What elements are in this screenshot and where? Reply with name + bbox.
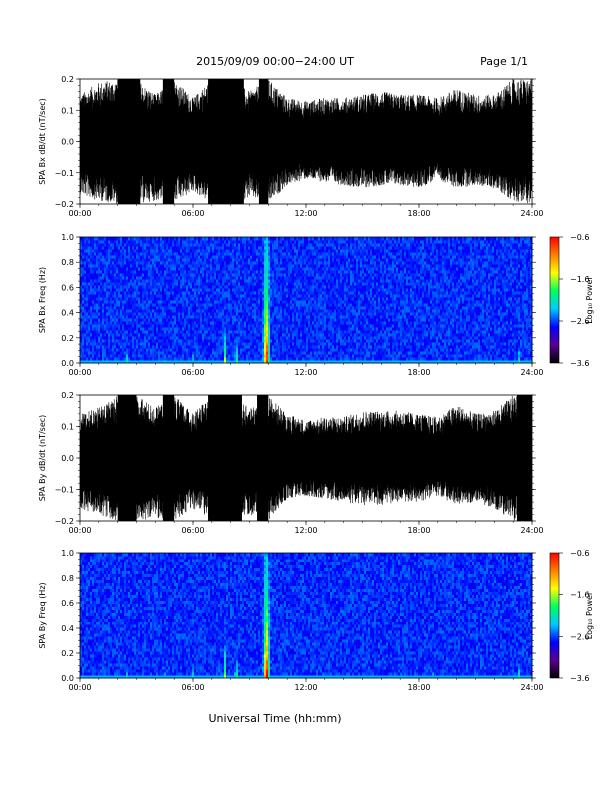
plot-panels: 0.20.10.0−0.1−0.200:00 06:00 12:00 18:00 24:… bbox=[38, 75, 594, 692]
y-tick-label: 0.6 bbox=[61, 283, 74, 292]
colorbar-label: Log₁₀ Power bbox=[585, 276, 594, 324]
y-tick-label: −0.1 bbox=[55, 486, 74, 495]
y-tick-label: 0.8 bbox=[61, 574, 74, 583]
x-tick-label: 24:00 bbox=[520, 526, 543, 535]
saturated-interval bbox=[208, 395, 242, 521]
x-tick-label: 24:00 bbox=[520, 683, 543, 692]
colorbar bbox=[549, 236, 560, 364]
colorbar-tick-label: −3.6 bbox=[570, 359, 589, 368]
saturated-interval bbox=[516, 395, 532, 521]
y-tick-label: −0.1 bbox=[55, 169, 74, 178]
x-tick-label: 12:00 bbox=[294, 683, 317, 692]
y-tick-label: 0.2 bbox=[61, 334, 74, 343]
waveform-panel: 0.2 0.1 0.0 −0.1 −0.200:00 06:00 12:00 18:00 24:… bbox=[38, 391, 544, 535]
x-tick-label: 00:00 bbox=[68, 368, 91, 377]
x-tick-label: 18:00 bbox=[407, 526, 430, 535]
saturated-interval bbox=[208, 79, 244, 204]
y-tick-label: 0.1 bbox=[61, 106, 74, 115]
colorbar-tick-label: −1.6 bbox=[570, 275, 589, 284]
spectrogram-panel: −0.6 −1.6 −2.6 −3.6 Log₁₀ Power 1.0 0.8 0.6 0.4 0… bbox=[38, 233, 594, 377]
saturated-interval bbox=[258, 79, 269, 204]
y-tick-label: 0.0 bbox=[61, 359, 74, 368]
y-tick-label: 0.2 bbox=[61, 391, 74, 400]
x-axis-label: Universal Time (hh:mm) bbox=[209, 712, 342, 725]
x-tick-label: 18:00 bbox=[407, 368, 430, 377]
saturated-interval bbox=[117, 395, 137, 521]
saturated-interval bbox=[162, 395, 175, 521]
y-tick-label: 1.0 bbox=[61, 233, 74, 242]
colorbar-tick-label: −0.6 bbox=[570, 233, 589, 242]
x-tick-label: 00:00 bbox=[68, 209, 91, 218]
x-tick-label: 12:00 bbox=[294, 526, 317, 535]
y-tick-label: 0.2 bbox=[61, 649, 74, 658]
y-axis-label: SPA Bx Freq (Hz) bbox=[38, 267, 47, 333]
x-tick-label: 06:00 bbox=[181, 209, 204, 218]
colorbar-tick-label: −0.6 bbox=[570, 549, 589, 558]
waveform-panel: 0.2 0.1 0.0 −0.1 −0.200:00 06:00 12:00 18:00 24:… bbox=[38, 75, 544, 218]
y-tick-label: 0.4 bbox=[61, 624, 74, 633]
x-tick-label: 06:00 bbox=[181, 526, 204, 535]
spectrogram-cells bbox=[80, 237, 533, 364]
page-number: Page 1/1 bbox=[480, 55, 528, 68]
y-tick-label: 0.0 bbox=[61, 454, 74, 463]
y-axis-label: SPA By dB/dt (nT/sec) bbox=[38, 415, 47, 502]
x-tick-label: 06:00 bbox=[181, 368, 204, 377]
y-tick-label: −0.2 bbox=[55, 200, 74, 209]
y-tick-label: 0.2 bbox=[61, 75, 74, 84]
x-tick-label: 24:00 bbox=[520, 368, 543, 377]
y-tick-label: 0.8 bbox=[61, 258, 74, 267]
colorbar-label: Log₁₀ Power bbox=[585, 591, 594, 639]
y-tick-label: 0.0 bbox=[61, 674, 74, 683]
x-tick-label: 12:00 bbox=[294, 209, 317, 218]
x-tick-label: 18:00 bbox=[407, 683, 430, 692]
x-tick-label: 24:00 bbox=[520, 209, 543, 218]
saturated-interval bbox=[257, 395, 269, 521]
y-tick-label: 1.0 bbox=[61, 549, 74, 558]
y-axis-label: SPA Bx dB/dt (nT/sec) bbox=[38, 98, 47, 185]
colorbar-tick-label: −1.6 bbox=[570, 591, 589, 600]
y-tick-label: 0.6 bbox=[61, 599, 74, 608]
x-tick-label: 06:00 bbox=[181, 683, 204, 692]
colorbar-tick-label: −2.6 bbox=[570, 317, 589, 326]
x-tick-label: 00:00 bbox=[68, 683, 91, 692]
x-tick-label: 18:00 bbox=[407, 209, 430, 218]
y-tick-label: 0.1 bbox=[61, 423, 74, 432]
waveform-trace bbox=[80, 395, 532, 521]
x-tick-label: 00:00 bbox=[68, 526, 91, 535]
report-title: 2015/09/09 00:00−24:00 UT bbox=[196, 55, 354, 68]
colorbar-tick-label: −2.6 bbox=[570, 632, 589, 641]
saturated-interval bbox=[117, 79, 141, 204]
y-tick-label: 0.0 bbox=[61, 138, 74, 147]
spectrogram-panel: −0.6 −1.6 −2.6 −3.6 Log₁₀ Power 1.0 0.8 0.6 0.4 0… bbox=[38, 549, 594, 692]
y-tick-label: 0.4 bbox=[61, 309, 74, 318]
saturated-interval bbox=[162, 79, 175, 204]
y-tick-label: −0.2 bbox=[55, 517, 74, 526]
x-tick-label: 12:00 bbox=[294, 368, 317, 377]
spectrogram-cells bbox=[80, 553, 533, 679]
y-axis-label: SPA By Freq (Hz) bbox=[38, 582, 47, 648]
waveform-trace bbox=[80, 79, 532, 204]
colorbar bbox=[549, 552, 560, 679]
colorbar-tick-label: −3.6 bbox=[570, 674, 589, 683]
